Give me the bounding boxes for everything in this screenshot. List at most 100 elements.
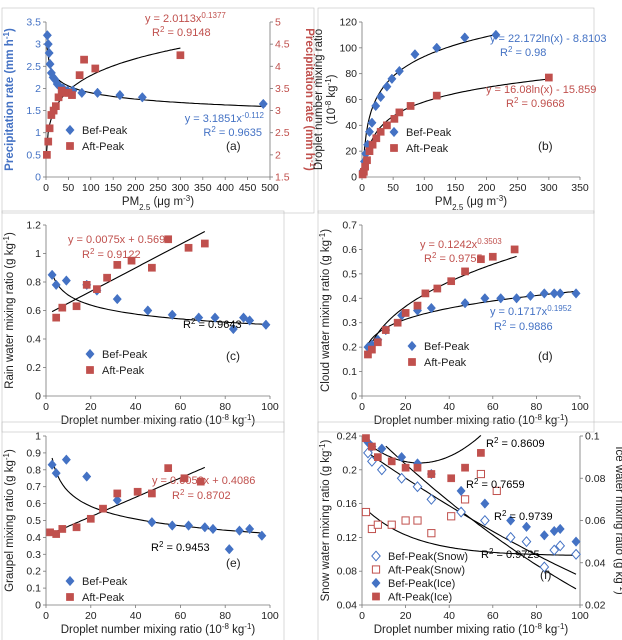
data-point xyxy=(432,91,441,100)
data-point xyxy=(80,55,88,64)
y-axis-title: Graupel mixing ratio (g kg-1) xyxy=(2,449,17,592)
x-axis-title-part: ) xyxy=(251,624,255,636)
y-axis-title: Cloud water mixing ratio (g kg-1) xyxy=(318,229,333,392)
data-point xyxy=(376,127,385,136)
panel-frame xyxy=(1,421,285,640)
data-point xyxy=(82,471,92,482)
data-point xyxy=(571,548,581,560)
data-point xyxy=(44,47,54,59)
legend-marker xyxy=(66,142,74,150)
data-point xyxy=(368,442,376,451)
legend-label: Aft-Peak xyxy=(82,592,125,604)
panel-label: (e) xyxy=(226,556,241,570)
x-axis-title-part: (μg xyxy=(463,196,483,208)
data-point xyxy=(58,303,67,312)
x-tick-label: 400 xyxy=(216,182,234,194)
legend-marker xyxy=(372,592,380,601)
x-axis-title: Droplet number mixing ratio (10-8 kg-1) xyxy=(374,622,569,637)
x-axis-title-part: 10 xyxy=(209,415,222,427)
data-point xyxy=(426,493,437,505)
data-point xyxy=(365,147,374,156)
x-tick-label: 60 xyxy=(487,401,499,413)
trend-annotation-part: R xyxy=(466,479,474,491)
data-point xyxy=(555,288,565,299)
data-point xyxy=(184,520,194,531)
trend-annotation-part: = 0.9122 xyxy=(94,249,140,261)
y-tick-label: 0 xyxy=(35,172,41,184)
legend-label: Aft-Peak(Snow) xyxy=(388,565,465,577)
legend-marker xyxy=(371,577,381,589)
data-point xyxy=(382,81,392,92)
data-point xyxy=(103,273,111,282)
data-point xyxy=(496,293,506,304)
trend-annotation-part: 0.3503 xyxy=(477,237,502,246)
legend-label: Bef-Peak(Snow) xyxy=(388,551,468,563)
y2-tick-label: 0.04 xyxy=(585,557,606,569)
data-point xyxy=(200,522,210,533)
legend-marker xyxy=(65,575,75,587)
x-tick-label: 80 xyxy=(219,610,231,622)
panel-frame xyxy=(1,210,285,433)
data-point xyxy=(361,162,369,171)
data-point xyxy=(376,91,386,103)
y2-axis-title-part: -1 xyxy=(619,584,622,592)
y-tick-label: 1.5 xyxy=(26,105,41,117)
y-axis-title-part: -1 xyxy=(318,443,327,451)
x-tick-label: 80 xyxy=(531,401,543,413)
data-point xyxy=(42,30,52,41)
data-point xyxy=(488,252,497,261)
trend-annotation-part: = 0.7659 xyxy=(478,479,524,491)
x-tick-label: 60 xyxy=(175,610,187,622)
legend-label: Aft-Peak xyxy=(82,141,125,153)
data-point xyxy=(194,312,204,323)
legend-marker xyxy=(389,126,399,138)
x-tick-label: 250 xyxy=(149,182,167,194)
data-point xyxy=(258,98,268,110)
x-tick-label: 20 xyxy=(400,610,412,622)
data-point xyxy=(447,277,456,286)
legend-label: Aft-Peak(Ice) xyxy=(388,592,452,604)
x-tick-label: 50 xyxy=(63,182,75,194)
data-point xyxy=(361,507,371,517)
x-tick-label: 500 xyxy=(261,182,279,194)
data-point xyxy=(99,504,107,513)
y-tick-label: 0.9 xyxy=(26,447,41,459)
data-point xyxy=(401,309,410,317)
y-tick-label: 0.2 xyxy=(26,362,41,374)
data-point xyxy=(491,29,501,41)
trend-annotation: R2 = 0.9886 xyxy=(494,319,553,334)
trend-annotation-part: R xyxy=(151,542,159,554)
trend-annotation-part: = 0.9148 xyxy=(164,27,210,39)
trend-annotation-part: R xyxy=(486,438,494,450)
legend-label: Bef-Peak(Ice) xyxy=(388,578,455,590)
trend-annotation-part: 2 xyxy=(191,317,196,326)
data-point xyxy=(245,523,255,535)
x-axis-title-part: -1 xyxy=(244,622,252,631)
x-tick-label: 0 xyxy=(359,182,365,194)
x-tick-label: 100 xyxy=(571,401,589,413)
data-point xyxy=(432,42,442,54)
x-axis-title-part: -8 xyxy=(535,413,543,422)
data-point xyxy=(456,506,466,518)
y-tick-label: 0.4 xyxy=(26,334,41,346)
data-point xyxy=(368,345,376,354)
y-tick-label: 0.6 xyxy=(342,244,357,256)
data-point xyxy=(387,73,397,85)
trend-annotation-part: 0.1952 xyxy=(547,304,572,313)
trend-annotation-part: y = 2.0113x xyxy=(145,13,202,25)
data-point xyxy=(167,520,177,531)
legend-marker xyxy=(86,366,94,374)
y-axis-title-line2-part: -8 xyxy=(324,100,333,108)
data-point xyxy=(461,463,469,472)
trend-annotation-part: = 0.8609 xyxy=(498,438,544,450)
trend-annotation-part: R xyxy=(172,490,180,502)
x-axis-title-part: ) xyxy=(564,415,568,427)
data-point xyxy=(413,463,422,472)
y2-axis-title-part: ) xyxy=(613,591,622,595)
y2-tick-label: 1.5 xyxy=(275,172,290,184)
x-tick-label: 250 xyxy=(509,182,527,194)
y-axis-title-line2: (10-8 kg-1) xyxy=(324,74,339,124)
data-point xyxy=(45,124,54,133)
x-axis-title-part: ) xyxy=(190,196,194,208)
data-point xyxy=(72,523,81,532)
